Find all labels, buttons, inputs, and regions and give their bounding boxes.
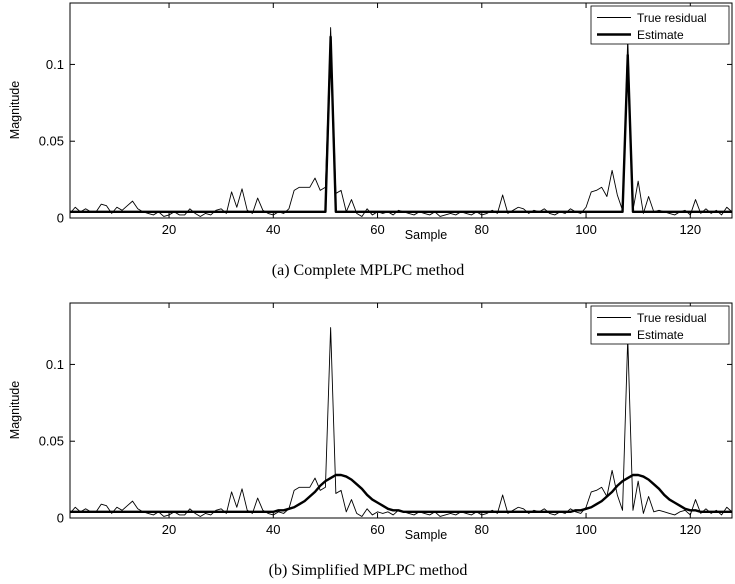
panel-a: 20 40 60 80 100 120 0 0.05 0.1 True residual Est…	[8, 2, 733, 279]
panel-a-xtick-label-120: 120	[679, 222, 701, 237]
panel-a-lines	[69, 27, 733, 217]
panel-b-xtick-label-20: 20	[162, 522, 176, 537]
panel-b: 20 40 60 80 100 120 0 0.05 0.1 True residual Est…	[8, 302, 733, 579]
panel-b-xtick-label-80: 80	[475, 522, 489, 537]
panel-b-ytick-label-2: 0.1	[46, 357, 64, 372]
panel-b-xtick-label-40: 40	[266, 522, 280, 537]
panel-b-legend: True residual Estimate	[590, 305, 730, 345]
panel-a-ytick-label-0: 0	[57, 211, 64, 226]
panel-b-ytick-label-0: 0	[57, 511, 64, 526]
panel-a-legend: True residual Estimate	[590, 5, 730, 45]
panel-b-caption: (b) Simplified MPLPC method	[269, 562, 468, 579]
panel-a-legend-label-estimate: Estimate	[637, 28, 684, 42]
panel-b-legend-box	[590, 305, 730, 345]
panel-a-legend-box	[590, 5, 730, 45]
panel-b-xtick-label-60: 60	[370, 522, 384, 537]
panel-b-ticks: 20 40 60 80 100 120 0 0.05 0.1	[39, 303, 732, 537]
panel-b-ylabel: Magnitude	[8, 381, 22, 439]
panel-a-ylabel: Magnitude	[8, 81, 22, 139]
panel-b-xtick-label-100: 100	[575, 522, 597, 537]
panel-a-xtick-label-40: 40	[266, 222, 280, 237]
panel-a-xtick-label-20: 20	[162, 222, 176, 237]
panel-a-legend-label-true-residual: True residual	[637, 11, 707, 25]
panel-b-legend-label-estimate: Estimate	[637, 328, 684, 342]
panel-a-xtick-label-60: 60	[370, 222, 384, 237]
panel-a-xlabel: Sample	[405, 228, 447, 242]
panel-a-ticks: 20 40 60 80 100 120 0 0.05 0.1	[39, 3, 732, 237]
panel-a-ytick-label-2: 0.1	[46, 57, 64, 72]
panel-a-ytick-label-1: 0.05	[39, 134, 64, 149]
panel-b-series-estimate	[70, 473, 732, 514]
panel-b-ytick-label-1: 0.05	[39, 434, 64, 449]
panel-b-xtick-label-120: 120	[679, 522, 701, 537]
panel-a-xtick-label-100: 100	[575, 222, 597, 237]
panel-a-caption: (a) Complete MPLPC method	[272, 262, 464, 279]
panel-a-series-estimate	[70, 35, 732, 214]
panel-b-xlabel: Sample	[405, 528, 447, 542]
panel-a-xtick-label-80: 80	[475, 222, 489, 237]
panel-b-legend-label-true-residual: True residual	[637, 311, 707, 325]
panel-b-lines	[69, 327, 733, 517]
